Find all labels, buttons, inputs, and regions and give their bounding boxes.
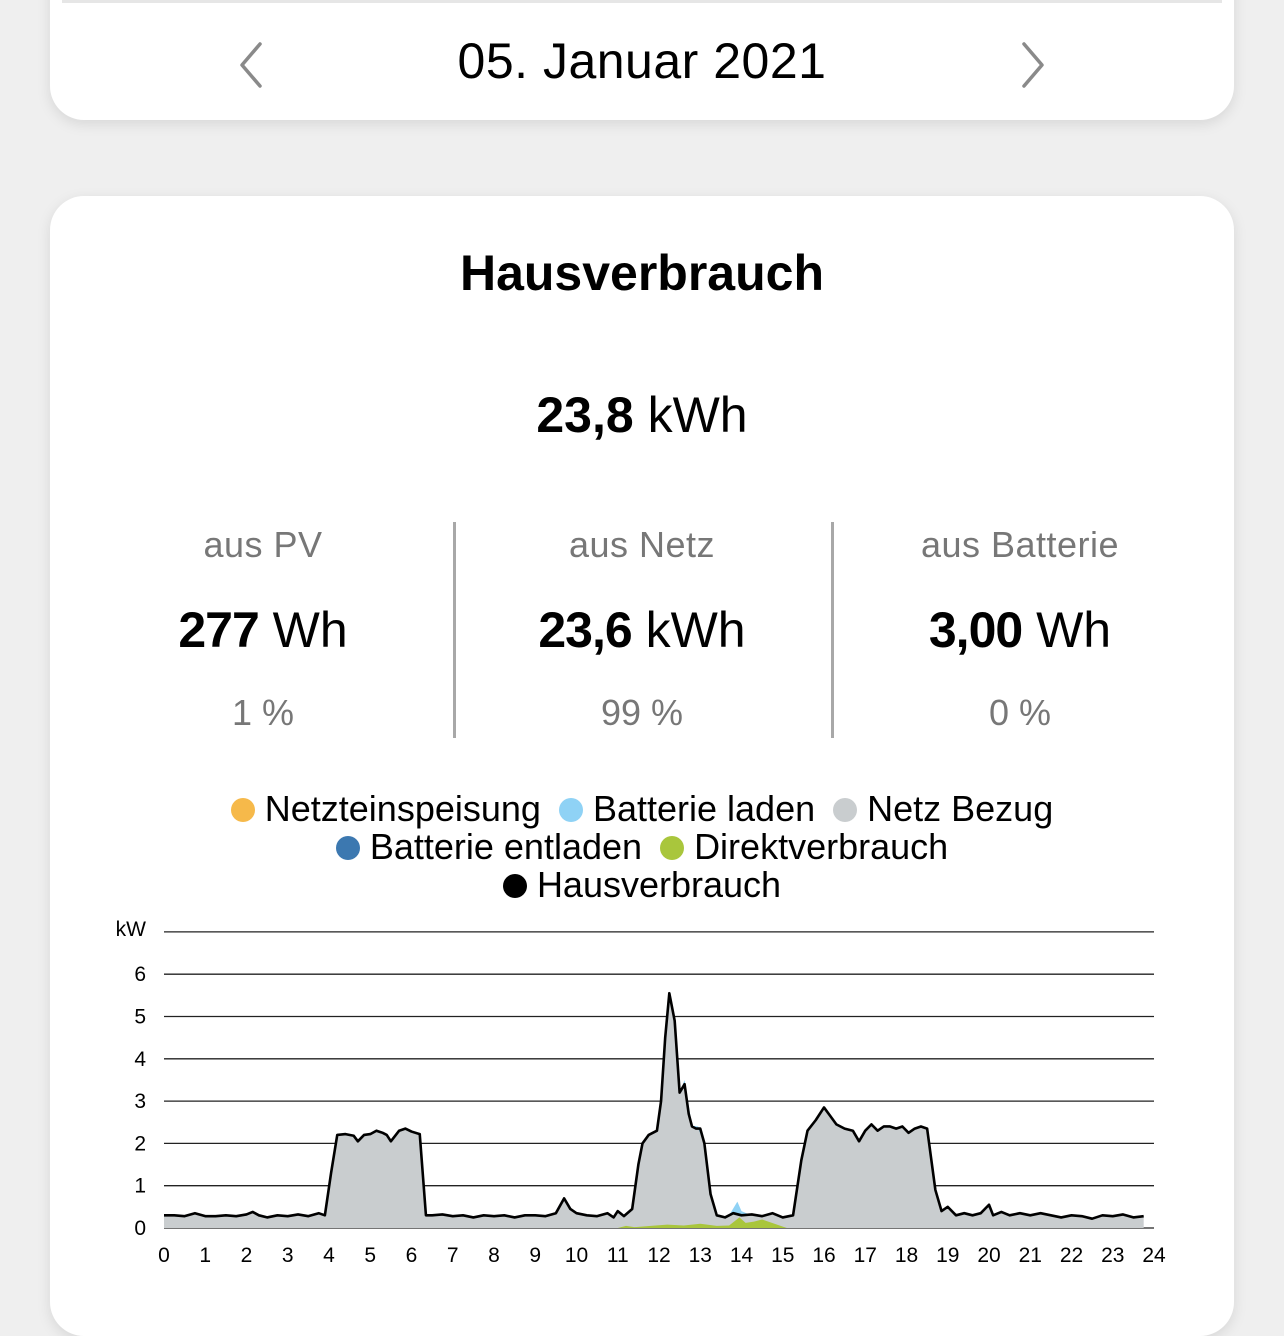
x-tick-label: 21: [1019, 1244, 1042, 1267]
legend-dot: [660, 836, 685, 861]
y-axis-labels: 0 1 2 3 4 5 6: [134, 963, 146, 1240]
x-tick-label: 1: [199, 1244, 211, 1267]
legend-item[interactable]: Batterie laden: [558, 788, 816, 829]
legend-label: Hausverbrauch: [536, 864, 782, 905]
stat-from-pv: aus PV 277 Wh 1 %: [74, 522, 452, 734]
stat-number: 277: [178, 602, 259, 658]
legend-item[interactable]: Direktverbrauch: [660, 828, 948, 866]
x-tick-label: 16: [812, 1244, 835, 1267]
x-tick-label: 11: [607, 1244, 629, 1267]
legend-item[interactable]: Hausverbrauch: [502, 864, 782, 905]
y-tick-label: 2: [134, 1132, 146, 1155]
x-tick-label: 22: [1060, 1244, 1083, 1267]
y-axis-unit: kW: [116, 918, 147, 941]
legend-label: Batterie laden: [592, 788, 816, 829]
legend-label: Netz Bezug: [867, 788, 1054, 829]
legend-item[interactable]: Netz Bezug: [833, 790, 1053, 828]
y-tick-label: 5: [134, 1006, 146, 1029]
chart-areas: [164, 991, 1144, 1228]
stat-from-battery: aus Batterie 3,00 Wh 0 %: [831, 522, 1209, 734]
legend-item[interactable]: Batterie entladen: [335, 826, 643, 867]
legend-label: Direktverbrauch: [694, 826, 949, 867]
chevron-right-icon: [1022, 42, 1044, 88]
x-tick-label: 5: [364, 1244, 376, 1267]
date-navigation-card: 05. Januar 2021: [50, 0, 1234, 120]
selected-date[interactable]: 05. Januar 2021: [457, 33, 827, 89]
x-tick-label: 20: [977, 1244, 1000, 1267]
x-tick-label: 4: [323, 1244, 335, 1267]
y-tick-label: 3: [134, 1090, 146, 1113]
x-tick-label: 3: [282, 1244, 294, 1267]
legend-dot: [230, 798, 255, 823]
x-tick-label: 10: [565, 1244, 588, 1267]
x-tick-label: 6: [406, 1244, 418, 1267]
total-unit: kWh: [647, 387, 748, 443]
stat-unit: Wh: [1036, 602, 1112, 658]
stat-value: 277 Wh: [74, 600, 452, 660]
x-axis-labels: 0 1 2 3 4 5 6 7 8 9 10 11 12 13 14 15 16 17 18 19 20 21 22 23 24: [158, 1244, 1166, 1267]
legend-dot: [833, 798, 858, 823]
x-tick-label: 8: [488, 1244, 500, 1267]
x-tick-label: 9: [529, 1244, 541, 1267]
x-tick-label: 2: [241, 1244, 253, 1267]
grid-import-area: [164, 993, 1144, 1228]
x-tick-label: 15: [771, 1244, 794, 1267]
x-tick-label: 13: [689, 1244, 712, 1267]
legend-dot: [335, 836, 360, 861]
stat-percent: 1 %: [231, 692, 295, 733]
y-tick-label: 6: [134, 963, 146, 986]
stat-percent: 0 %: [988, 692, 1052, 733]
chevron-left-icon: [240, 42, 262, 88]
top-divider-bar: [62, 0, 1222, 3]
house-consumption-card: Hausverbrauch 23,8 kWh aus PV 277 Wh 1 %…: [50, 196, 1234, 1336]
stat-divider: [453, 522, 456, 738]
x-tick-label: 23: [1101, 1244, 1124, 1267]
stat-label: aus Netz: [568, 524, 716, 565]
stat-value: 23,6 kWh: [453, 600, 831, 660]
x-tick-label: 17: [854, 1244, 877, 1267]
x-tick-label: 24: [1142, 1244, 1166, 1267]
legend-item[interactable]: Netzteinspeisung: [230, 788, 541, 829]
stat-percent: 99 %: [600, 692, 684, 733]
legend-dot: [558, 798, 583, 823]
y-tick-label: 0: [134, 1217, 146, 1240]
legend-dot: [502, 874, 527, 899]
y-tick-label: 4: [134, 1048, 146, 1071]
total-consumption: 23,8 kWh: [50, 386, 1234, 444]
x-tick-label: 19: [936, 1244, 959, 1267]
next-day-button[interactable]: [1010, 38, 1054, 92]
x-tick-label: 0: [158, 1244, 170, 1267]
legend-label: Netzteinspeisung: [264, 788, 541, 829]
stat-from-grid: aus Netz 23,6 kWh 99 %: [453, 522, 831, 734]
chart-legend-row-2: Batterie entladen Direktverbrauch: [50, 828, 1234, 866]
x-tick-label: 7: [447, 1244, 459, 1267]
total-value: 23,8: [536, 387, 634, 443]
card-title: Hausverbrauch: [459, 245, 825, 301]
x-tick-label: 12: [647, 1244, 670, 1267]
stat-number: 23,6: [538, 602, 632, 658]
x-tick-label: 18: [895, 1244, 918, 1267]
stat-number: 3,00: [928, 602, 1023, 658]
y-tick-label: 1: [134, 1175, 146, 1198]
stat-label: aus Batterie: [920, 524, 1120, 565]
legend-label: Batterie entladen: [369, 826, 643, 867]
stat-unit: kWh: [645, 602, 746, 658]
chart-legend-row-1: Netzteinspeisung Batterie laden Netz Bez…: [50, 790, 1234, 828]
stat-value: 3,00 Wh: [831, 600, 1209, 660]
house-consumption-line: [164, 991, 1144, 1220]
stat-unit: Wh: [272, 602, 348, 658]
x-tick-label: 14: [730, 1244, 754, 1267]
stat-label: aus PV: [203, 524, 323, 565]
previous-day-button[interactable]: [230, 38, 274, 92]
series-area-direktverbrauch: [617, 1217, 787, 1228]
chart-legend-row-3: Hausverbrauch: [50, 866, 1234, 904]
stat-divider: [831, 522, 834, 738]
